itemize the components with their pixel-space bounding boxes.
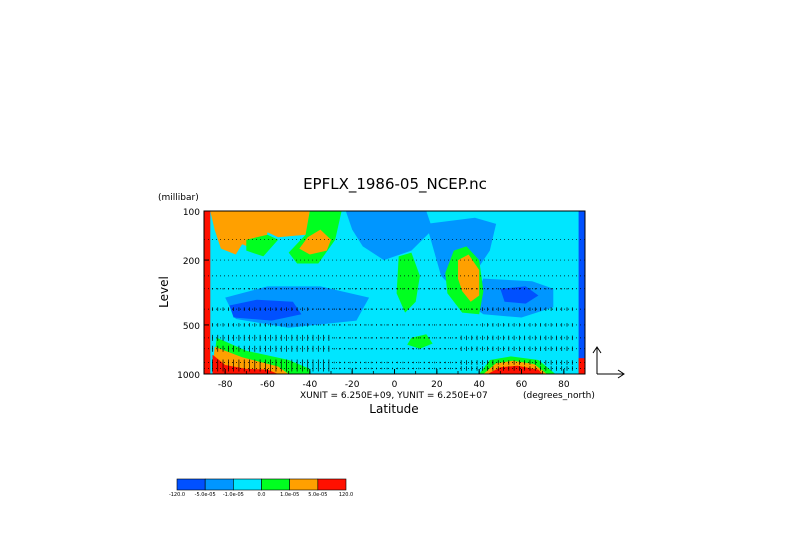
colorbar-swatch-1 — [204, 478, 234, 491]
x-tick-label-5: 20 — [431, 380, 443, 390]
colorbar-label-2: -1.0e-05 — [223, 492, 244, 498]
x-tick-label-8: 80 — [558, 380, 570, 390]
y-axis-label: Level — [157, 276, 171, 308]
x-units-label: (degrees_north) — [523, 391, 595, 401]
colorbar-label-6: 120.0 — [339, 492, 353, 498]
contour-region-20 — [487, 365, 543, 374]
colorbar: -120.0 -5.0e-05 -1.0e-05 0.0 1.0e-05 5.0e-05 1… — [169, 478, 353, 498]
x-tick-label-3: -20 — [345, 380, 360, 390]
x-tick-label-1: -60 — [260, 380, 275, 390]
colorbar-label-5: 5.0e-05 — [308, 492, 327, 498]
colorbar-swatch-3 — [261, 478, 290, 491]
contour-field — [204, 211, 585, 374]
x-tick-label-2: -40 — [302, 380, 317, 390]
x-tick-label-7: 60 — [516, 380, 528, 390]
contour-region-4 — [299, 229, 331, 255]
y-tick-label-3: 1000 — [177, 371, 200, 381]
y-tick-label-0: 100 — [183, 208, 200, 218]
contour-region-5 — [345, 211, 433, 261]
contour-region-11 — [396, 252, 420, 313]
contour-region-22 — [578, 211, 585, 374]
contour-region-13 — [458, 254, 480, 302]
contour-region-2 — [246, 234, 279, 257]
colorbar-swatch-4 — [289, 478, 319, 491]
colorbar-label-3: 0.0 — [258, 492, 266, 498]
colorbar-swatch-5 — [317, 478, 347, 491]
contour-region-1 — [210, 211, 310, 255]
flux-vectors — [212, 288, 573, 372]
chart-title: EPFLX_1986-05_NCEP.nc — [303, 175, 487, 194]
colorbar-swatch-0 — [176, 478, 206, 491]
x-axis-label: Latitude — [369, 402, 418, 416]
x-tick-label-6: 40 — [473, 380, 485, 390]
contour-region-23 — [578, 358, 585, 374]
x-tick-label-0: -80 — [218, 380, 233, 390]
reference-vector-icon — [592, 346, 625, 379]
colorbar-label-4: 1.0e-05 — [280, 492, 299, 498]
vector-units-label: XUNIT = 6.250E+09, YUNIT = 6.250E+07 — [300, 391, 488, 401]
y-tick-label-2: 500 — [183, 322, 200, 332]
y-tick-label-1: 200 — [183, 257, 200, 267]
colorbar-swatch-2 — [233, 478, 262, 491]
colorbar-label-1: -5.0e-05 — [195, 492, 216, 498]
x-tick-label-4: 0 — [392, 380, 398, 390]
contour-region-17 — [212, 354, 279, 374]
contour-region-10 — [500, 286, 539, 304]
contour-region-21 — [204, 211, 211, 374]
x-axis-ticks: -80 -60 -40 -20 0 20 40 60 80 — [203, 369, 586, 390]
y-axis-ticks: 100 200 500 1000 — [177, 208, 209, 381]
y-units-label: (millibar) — [158, 193, 199, 203]
colorbar-label-0: -120.0 — [169, 492, 185, 498]
